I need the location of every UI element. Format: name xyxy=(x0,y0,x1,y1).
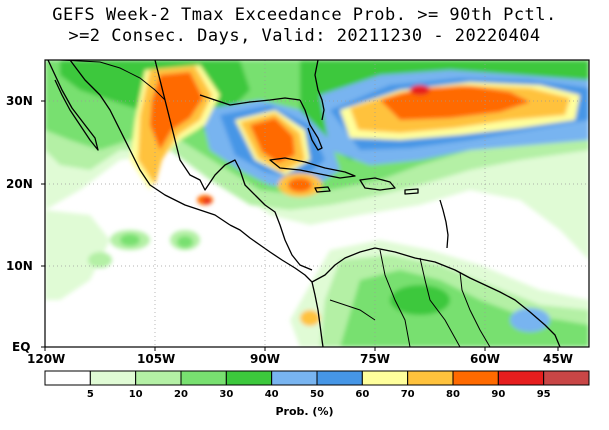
field-95pct-yucatan xyxy=(203,198,211,204)
colorbar-swatch xyxy=(44,370,91,386)
south-america-north xyxy=(311,247,561,347)
border-sa-1 xyxy=(379,249,411,347)
probability-field xyxy=(45,60,589,347)
hispaniola xyxy=(359,177,396,191)
field-90pct-cuba xyxy=(288,178,312,192)
colorbar-tick-label: 80 xyxy=(446,389,460,400)
colorbar-title: Prob. (%) xyxy=(275,405,334,418)
colorbar-swatch xyxy=(225,370,273,386)
borders xyxy=(59,60,491,347)
lon-label-75w: 75W xyxy=(360,352,390,366)
colorbar-swatch xyxy=(135,370,182,386)
colorbar-tick-label: 40 xyxy=(264,389,279,400)
us-east-coast xyxy=(314,60,325,121)
colorbar-swatch xyxy=(452,370,499,386)
us-mexico-border xyxy=(59,60,166,101)
us-gulf-coast xyxy=(199,94,301,106)
puerto-rico xyxy=(404,188,419,195)
colorbar-tick-label: 95 xyxy=(536,389,551,400)
field-80pct-south xyxy=(300,310,320,326)
colorbar-tick-label: 30 xyxy=(219,389,234,400)
field-95pct-atlantic xyxy=(410,85,430,95)
lat-label-30n: 30N xyxy=(6,94,33,108)
field-50pct-pac xyxy=(510,308,550,332)
colorbar-tick-label: 50 xyxy=(310,389,324,400)
colorbar-tick-label: 70 xyxy=(400,389,415,400)
colorbar-swatch xyxy=(316,370,363,386)
colorbar-swatch xyxy=(180,370,227,386)
colorbar-tick-label: 10 xyxy=(128,389,143,400)
field-20pct-blob3 xyxy=(88,252,112,268)
lat-label-10n: 10N xyxy=(6,259,33,273)
colorbar-swatch xyxy=(89,370,137,386)
border-sa-3 xyxy=(459,271,491,347)
lon-label-120w: 120W xyxy=(27,352,66,366)
coastlines xyxy=(47,60,561,347)
colorbar-tick-label: 90 xyxy=(491,389,506,400)
colorbar-swatch xyxy=(497,370,545,386)
border-sa-4 xyxy=(329,299,376,321)
border-sa-2 xyxy=(419,257,461,347)
lat-lon-grid xyxy=(45,60,589,347)
gulf-coast xyxy=(154,60,256,196)
field-90pct-gulf xyxy=(250,118,295,163)
map-title-line1: GEFS Week-2 Tmax Exceedance Prob. >= 90t… xyxy=(52,5,557,25)
plot-frame xyxy=(44,59,590,348)
field-30pct-blob1 xyxy=(120,234,140,246)
lat-label-eq: EQ xyxy=(12,340,31,354)
florida xyxy=(299,99,323,151)
field-40pct-south xyxy=(390,285,450,315)
lon-label-105w: 105W xyxy=(137,352,176,366)
lesser-antilles xyxy=(439,199,449,249)
lon-label-90w: 90W xyxy=(250,352,280,366)
central-america xyxy=(229,224,313,283)
cuba xyxy=(269,157,356,179)
colorbar-swatch xyxy=(407,370,454,386)
central-america-caribbean xyxy=(254,194,313,271)
colorbar-swatch xyxy=(361,370,409,386)
lat-label-20n: 20N xyxy=(6,177,33,191)
field-10pct-west xyxy=(45,210,110,300)
colorbar-tick-label: 20 xyxy=(174,389,188,400)
colorbar-tick-label: 60 xyxy=(355,389,370,400)
colorbar-tick-label: 5 xyxy=(86,389,94,400)
tick-marks xyxy=(41,100,559,351)
colorbar-swatch xyxy=(271,370,318,386)
baja-coast xyxy=(47,60,99,151)
colorbar xyxy=(44,370,590,386)
mexico-west-coast xyxy=(69,60,231,226)
map-title-line2: >=2 Consec. Days, Valid: 20211230 - 2022… xyxy=(68,26,541,46)
jamaica xyxy=(314,186,331,193)
lon-label-45w: 45W xyxy=(543,352,573,366)
colorbar-swatch xyxy=(543,370,590,386)
south-america-west xyxy=(311,281,324,347)
field-30pct-blob2 xyxy=(177,236,193,248)
lon-label-60w: 60W xyxy=(470,352,500,366)
